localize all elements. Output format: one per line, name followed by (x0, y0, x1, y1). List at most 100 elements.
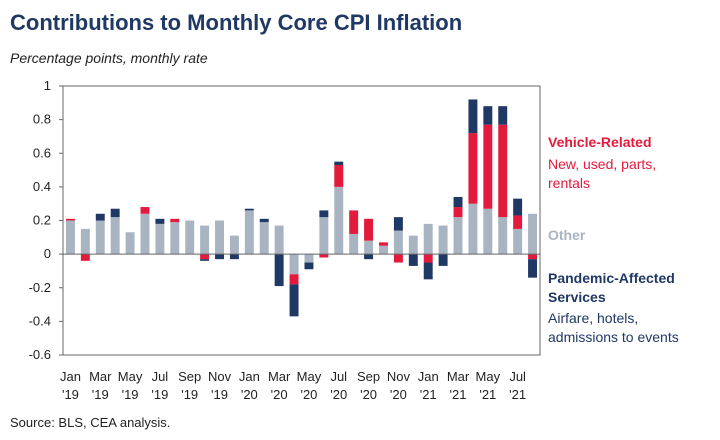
bar-pandemic (498, 106, 508, 125)
bar-other (438, 225, 448, 255)
bar-other (80, 228, 90, 255)
x-tick-label-month: Nov (387, 369, 411, 384)
source-note: Source: BLS, CEA analysis. (10, 415, 171, 430)
bar-other (408, 235, 418, 255)
x-tick-label-year: '19 (181, 387, 198, 402)
bar-other (453, 217, 463, 255)
bar-vehicle (468, 133, 478, 204)
bar-vehicle (423, 254, 433, 263)
bar-pandemic (438, 254, 448, 266)
bar-pandemic (229, 254, 239, 260)
x-tick-label-year: '20 (271, 387, 288, 402)
chart-subtitle: Percentage points, monthly rate (10, 50, 208, 66)
bar-other (349, 233, 359, 255)
legend-pandemic-desc: Airfare, hotels, (548, 310, 638, 326)
bar-other (468, 203, 478, 255)
bar-vehicle (65, 218, 75, 221)
bar-pandemic (408, 254, 418, 266)
bar-other (65, 220, 75, 255)
bar-pandemic (319, 210, 329, 218)
bar-other (155, 223, 165, 255)
bar-pandemic (393, 217, 403, 231)
bar-other (110, 217, 120, 255)
plot-area: 1 0.8 0.6 0.4 0.2 0 -0.2 -0.4 -0.6 Jan '19 Mar '19 Ma… (29, 78, 541, 402)
bar-other (423, 223, 433, 255)
bar-vehicle (483, 124, 493, 209)
bar-vehicle (80, 254, 90, 261)
legend: Vehicle-Related New, used, parts, rentals O… (548, 134, 679, 345)
bar-vehicle (513, 215, 523, 229)
bar-other (393, 230, 403, 255)
legend-vehicle-desc: New, used, parts, (548, 156, 656, 172)
bar-vehicle (453, 207, 463, 218)
bar-other (125, 232, 135, 255)
bar-vehicle (200, 254, 210, 260)
bar-other (289, 254, 299, 275)
bar-pandemic (304, 262, 314, 270)
bar-pandemic (528, 259, 538, 278)
bar-pandemic (334, 161, 344, 166)
bar-other (200, 225, 210, 255)
legend-pandemic-desc: admissions to events (548, 329, 679, 345)
x-tick-label-year: '21 (509, 387, 526, 402)
x-tick-label-year: '21 (450, 387, 467, 402)
bar-vehicle (379, 242, 388, 246)
x-tick-label-year: '21 (420, 387, 437, 402)
y-tick-label: 0.8 (33, 112, 51, 127)
bar-pandemic (244, 208, 254, 211)
legend-pandemic-title: Pandemic-Affected (548, 270, 675, 286)
y-tick-label: -0.2 (29, 280, 51, 295)
x-tick-label-year: '20 (330, 387, 347, 402)
bar-vehicle (393, 254, 403, 263)
legend-vehicle-desc: rentals (548, 175, 590, 191)
x-tick-label-year: '19 (122, 387, 139, 402)
y-tick-label: 0 (44, 246, 51, 261)
x-tick-label-month: Sep (178, 369, 201, 384)
bar-pandemic (483, 106, 493, 125)
bar-pandemic (259, 218, 269, 223)
bar-pandemic (155, 218, 165, 224)
bar-vehicle (319, 254, 329, 258)
bar-pandemic (468, 99, 478, 134)
x-tick-label-year: '20 (390, 387, 407, 402)
bar-other (364, 240, 374, 255)
x-tick-label-month: Jan (418, 369, 439, 384)
bar-vehicle (498, 124, 508, 218)
bar-vehicle (528, 254, 538, 260)
bar-other (95, 220, 105, 255)
bar-vehicle (364, 218, 374, 241)
x-tick-label-month: May (297, 369, 322, 384)
bar-other (140, 213, 150, 255)
x-tick-label-year: '20 (300, 387, 317, 402)
legend-vehicle-title: Vehicle-Related (548, 134, 652, 150)
y-tick-label: 0.2 (33, 213, 51, 228)
chart-title: Contributions to Monthly Core CPI Inflat… (10, 10, 463, 35)
legend-pandemic-title-line2: Services (548, 289, 606, 305)
x-tick-label-year: '19 (92, 387, 109, 402)
x-tick-label-month: Mar (268, 369, 291, 384)
bar-pandemic (423, 262, 433, 280)
bar-pandemic (200, 259, 210, 261)
x-tick-label-month: May (476, 369, 501, 384)
bar-pandemic (289, 284, 299, 317)
x-tick-label-year: '20 (241, 387, 258, 402)
bar-other (334, 186, 344, 255)
bar-other (244, 210, 254, 255)
bar-other (483, 208, 493, 255)
x-tick-label-month: Mar (89, 369, 112, 384)
bar-other (274, 225, 284, 255)
bar-other (185, 220, 195, 255)
y-tick-label: -0.6 (29, 347, 51, 362)
x-tick-label-month: Jul (152, 369, 169, 384)
bar-vehicle (289, 274, 299, 285)
bar-pandemic (95, 213, 105, 221)
bar-other (304, 254, 314, 263)
bar-vehicle (349, 210, 359, 234)
x-tick-label-month: Sep (357, 369, 380, 384)
x-tick-label-month: Mar (447, 369, 470, 384)
bar-pandemic (364, 254, 374, 260)
x-tick-label-month: May (118, 369, 143, 384)
bar-other (215, 220, 224, 255)
x-tick-label-month: Jan (239, 369, 260, 384)
bar-pandemic (110, 208, 120, 218)
